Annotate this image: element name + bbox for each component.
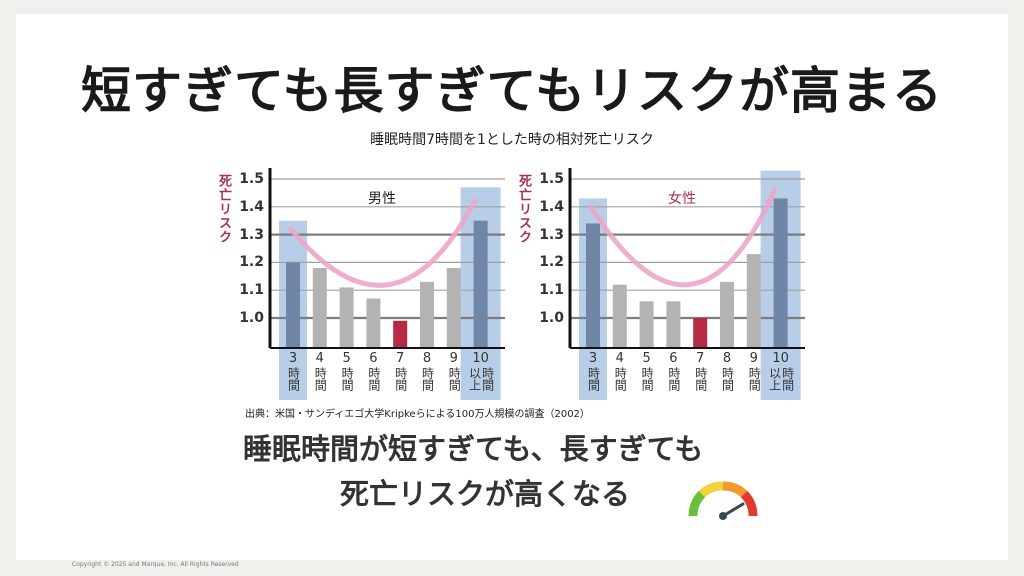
message-line-2: 死亡リスクが高くなる bbox=[340, 477, 631, 511]
bar-10時間以上 bbox=[773, 198, 788, 348]
x-tick-number: 10 bbox=[772, 351, 789, 366]
x-tick-unit: 時間 bbox=[393, 367, 408, 391]
y-axis-label: 死亡リスク bbox=[516, 174, 531, 244]
y-tick-label: 1.5 bbox=[239, 171, 264, 187]
x-tick-number: 8 bbox=[722, 351, 732, 366]
bar-10時間以上 bbox=[473, 220, 488, 348]
x-tick-number: 9 bbox=[749, 351, 758, 366]
x-tick-unit: 時間 bbox=[340, 367, 355, 391]
bar-9時間 bbox=[446, 267, 461, 348]
x-tick-unit: 時間 bbox=[420, 367, 435, 391]
male-chart-plot bbox=[268, 168, 505, 400]
x-tick-unit: 時間 bbox=[366, 367, 381, 391]
x-tick-number: 6 bbox=[369, 351, 378, 366]
x-tick-unit: 時間 bbox=[640, 367, 655, 391]
copyright: Copyright © 2025 and Marque, Inc. All Ri… bbox=[72, 561, 239, 568]
y-axis-label: 死亡リスク bbox=[216, 174, 231, 244]
x-tick-number: 8 bbox=[422, 351, 432, 366]
x-tick-number: 10 bbox=[472, 351, 489, 366]
x-tick-unit: 時間 bbox=[286, 367, 301, 391]
bar-8時間 bbox=[720, 281, 734, 348]
x-tick-unit: 時間 bbox=[613, 367, 628, 391]
bar-7時間 bbox=[393, 320, 408, 348]
bar-8時間 bbox=[420, 281, 434, 348]
x-tick-number: 9 bbox=[449, 351, 458, 366]
source-note: 出典：米国・サンディエゴ大学Kripkeらによる100万人規模の調査（2002） bbox=[245, 409, 590, 420]
x-tick-number: 3 bbox=[588, 351, 598, 366]
x-tick-unit: 時間 bbox=[747, 367, 762, 391]
bar-6時間 bbox=[366, 298, 381, 348]
x-tick-number: 7 bbox=[696, 351, 705, 366]
bar-3時間 bbox=[586, 223, 600, 348]
x-tick-unit: 以上時間 bbox=[767, 367, 795, 391]
y-tick-label: 1.4 bbox=[539, 198, 564, 215]
bar-3時間 bbox=[286, 262, 300, 348]
y-tick-label: 1.2 bbox=[539, 254, 564, 271]
message-line-1: 睡眠時間が短すぎても、長すぎても bbox=[243, 432, 704, 466]
y-tick-label: 1.3 bbox=[239, 226, 264, 243]
x-tick-number: 5 bbox=[342, 351, 351, 366]
bar-5時間 bbox=[639, 301, 654, 348]
bar-4時間 bbox=[612, 284, 627, 348]
y-tick-label: 1.3 bbox=[539, 226, 564, 243]
bar-6時間 bbox=[666, 301, 681, 348]
x-tick-unit: 時間 bbox=[720, 367, 735, 391]
y-tick-label: 1.5 bbox=[539, 171, 564, 187]
bar-5時間 bbox=[339, 287, 354, 348]
y-tick-label: 1.1 bbox=[239, 282, 264, 299]
x-tick-unit: 以上時間 bbox=[467, 367, 495, 391]
slide bbox=[16, 14, 1008, 560]
y-tick-label: 1.0 bbox=[539, 310, 564, 326]
x-tick-unit: 時間 bbox=[586, 367, 601, 391]
y-tick-label: 1.1 bbox=[539, 282, 564, 299]
x-tick-unit: 時間 bbox=[313, 367, 328, 391]
bar-9時間 bbox=[746, 254, 761, 348]
chart-title: 女性 bbox=[668, 191, 696, 207]
chart-title: 男性 bbox=[368, 191, 396, 207]
y-tick-label: 1.4 bbox=[239, 198, 264, 215]
female-chart-plot bbox=[568, 168, 805, 400]
male-chart: 1.0 1.1 1.2 1.3 1.4 1.5 3 時間 4 時間 5 時間 6 時間 7 時間 8 時間 9 時間 1… bbox=[210, 160, 510, 410]
x-tick-number: 4 bbox=[315, 351, 324, 366]
trend-curve bbox=[588, 187, 778, 288]
x-tick-number: 6 bbox=[669, 351, 678, 366]
trend-curve bbox=[288, 198, 478, 288]
x-tick-number: 5 bbox=[642, 351, 651, 366]
y-tick-label: 1.2 bbox=[239, 254, 264, 271]
x-tick-number: 4 bbox=[615, 351, 624, 366]
bar-7時間 bbox=[693, 318, 708, 348]
x-tick-number: 7 bbox=[396, 351, 405, 366]
gauge-icon bbox=[688, 481, 758, 520]
x-tick-unit: 時間 bbox=[693, 367, 708, 391]
page-title: 短すぎても長すぎてもリスクが高まる bbox=[81, 62, 943, 120]
female-chart: 1.0 1.1 1.2 1.3 1.4 1.5 3 時間 4 時間 5 時間 6 時間 7 時間 8 時間 9 時間 1… bbox=[510, 160, 810, 410]
x-tick-unit: 時間 bbox=[447, 367, 462, 391]
bar-4時間 bbox=[312, 267, 327, 348]
y-tick-label: 1.0 bbox=[239, 310, 264, 326]
chart-subtitle: 睡眠時間7時間を1とした時の相対死亡リスク bbox=[370, 132, 654, 148]
x-tick-unit: 時間 bbox=[666, 367, 681, 391]
x-tick-number: 3 bbox=[288, 351, 298, 366]
